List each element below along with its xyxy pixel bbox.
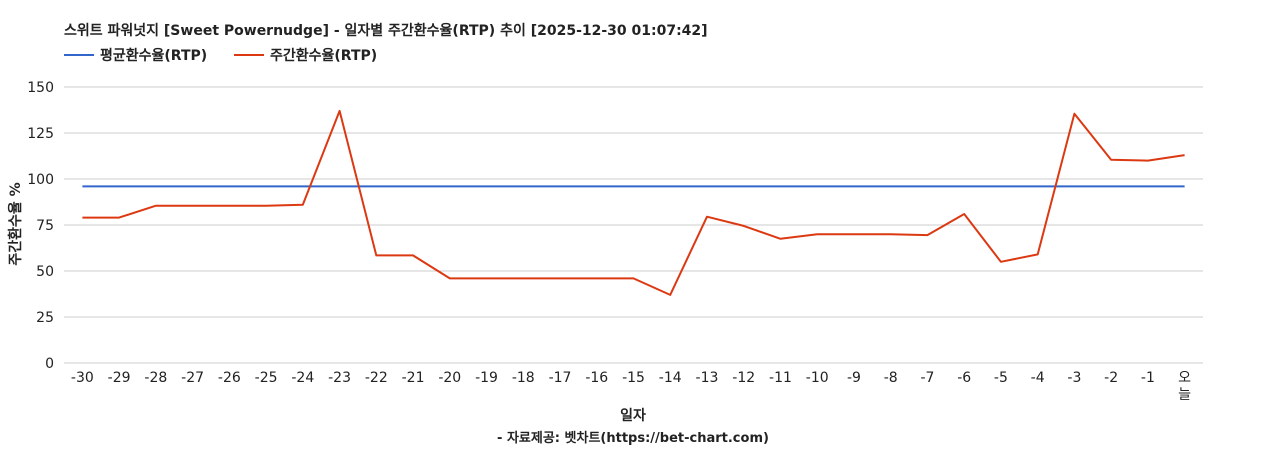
- chart-title: 스위트 파워넛지 [Sweet Powernudge] - 일자별 주간환수율(…: [64, 22, 708, 39]
- x-tick-label: -16: [585, 370, 608, 386]
- series-lines: [82, 109, 1185, 296]
- x-tick-label: -12: [732, 370, 755, 386]
- x-axis-title: 일자: [620, 408, 646, 424]
- x-tick-label: -19: [475, 370, 498, 386]
- y-tick-label: 100: [27, 172, 54, 188]
- x-tick-label: -8: [884, 370, 898, 386]
- x-axis-ticks: -30 -29 -28 -27 -26 -25 -24 -23 -22 -21 -20 -19 -18-…: [71, 370, 1191, 403]
- x-tick-label: -28: [144, 370, 167, 386]
- x-tick-label: -5: [994, 370, 1008, 386]
- data-source-footer: - 자료제공: 벳차트(https://bet-chart.com): [497, 430, 769, 446]
- x-tick-label: -24: [291, 370, 314, 386]
- x-tick-label: -17: [549, 370, 572, 386]
- y-tick-label: 75: [36, 218, 54, 234]
- x-tick-label: -22: [365, 370, 388, 386]
- x-tick-label: -29: [108, 370, 131, 386]
- legend-label-weekly: 주간환수율(RTP): [270, 47, 377, 64]
- x-tick-label: -10: [806, 370, 829, 386]
- x-tick-label: -3: [1067, 370, 1081, 386]
- y-axis-ticks: 0 25 50 75 100 125 150: [27, 80, 54, 372]
- x-tick-label: -21: [402, 370, 425, 386]
- x-tick-label: -13: [696, 370, 719, 386]
- y-tick-label: 125: [27, 126, 54, 142]
- x-tick-label: -1: [1141, 370, 1155, 386]
- x-tick-label: -26: [218, 370, 241, 386]
- x-tick-label: -11: [769, 370, 792, 386]
- gridlines: [64, 86, 1203, 364]
- y-tick-label: 150: [27, 80, 54, 96]
- y-tick-label: 50: [36, 264, 54, 280]
- x-tick-label: -7: [920, 370, 934, 386]
- y-tick-label: 25: [36, 310, 54, 326]
- x-tick-label: -30: [71, 370, 94, 386]
- x-tick-label: -20: [438, 370, 461, 386]
- x-tick-label: -25: [255, 370, 278, 386]
- x-tick-label: -9: [847, 370, 861, 386]
- y-axis-title: 주간환수율 %: [7, 182, 24, 265]
- x-tick-label: -15: [622, 370, 645, 386]
- x-tick-label: -6: [957, 370, 971, 386]
- y-tick-label: 0: [45, 356, 54, 372]
- x-tick-label: -27: [181, 370, 204, 386]
- x-tick-label: -14: [659, 370, 682, 386]
- legend: 평균환수율(RTP) 주간환수율(RTP): [64, 47, 377, 64]
- x-tick-label: -18: [512, 370, 535, 386]
- series-line-weekly-rtp: [82, 109, 1185, 296]
- x-tick-label: -4: [1031, 370, 1045, 386]
- legend-label-average: 평균환수율(RTP): [100, 47, 207, 64]
- x-tick-label: -2: [1104, 370, 1118, 386]
- x-tick-label: -23: [328, 370, 351, 386]
